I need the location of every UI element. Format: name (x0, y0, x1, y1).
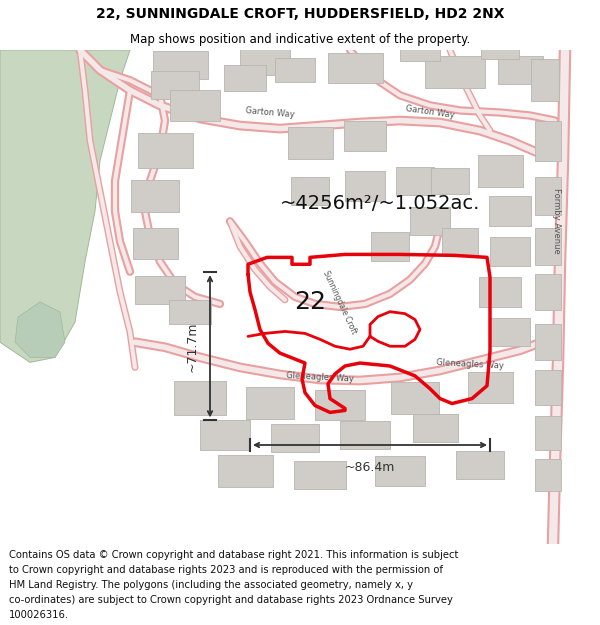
Bar (442, 228, 478, 254)
Text: Sunningdale Croft: Sunningdale Croft (322, 269, 359, 335)
Bar (391, 381, 439, 414)
Bar (535, 371, 561, 405)
Bar (431, 168, 469, 194)
Bar (375, 456, 425, 486)
Text: Formby Avenue: Formby Avenue (553, 188, 562, 254)
Bar (240, 49, 290, 74)
Bar (137, 133, 193, 168)
Polygon shape (0, 50, 130, 362)
Bar (170, 90, 220, 121)
Text: Contains OS data © Crown copyright and database right 2021. This information is : Contains OS data © Crown copyright and d… (9, 550, 458, 560)
Bar (328, 53, 383, 83)
Text: Gleneagles Way: Gleneagles Way (436, 358, 504, 371)
Text: ~4256m²/~1.052ac.: ~4256m²/~1.052ac. (280, 194, 480, 213)
Bar (497, 56, 542, 84)
Text: ~86.4m: ~86.4m (345, 461, 395, 474)
Text: 100026316.: 100026316. (9, 611, 69, 621)
Bar (535, 228, 561, 264)
Bar (456, 451, 504, 479)
Text: ~71.7m: ~71.7m (185, 321, 199, 371)
Bar (410, 208, 450, 236)
Bar (490, 238, 530, 266)
Bar (315, 389, 365, 420)
Bar (371, 232, 409, 261)
Bar (291, 177, 329, 205)
Bar (535, 416, 561, 450)
Bar (535, 324, 561, 361)
Text: Garton Way: Garton Way (245, 106, 295, 119)
Bar (425, 56, 485, 88)
Bar (413, 414, 458, 442)
Bar (396, 167, 434, 195)
Bar (174, 381, 226, 415)
Bar (340, 421, 390, 449)
Text: to Crown copyright and database rights 2023 and is reproduced with the permissio: to Crown copyright and database rights 2… (9, 565, 443, 575)
Bar (271, 424, 319, 452)
Bar (151, 71, 199, 99)
Bar (478, 155, 523, 187)
Text: 22, SUNNINGDALE CROFT, HUDDERSFIELD, HD2 2NX: 22, SUNNINGDALE CROFT, HUDDERSFIELD, HD2… (96, 7, 504, 21)
Text: Garton Way: Garton Way (405, 104, 455, 121)
Bar (275, 58, 315, 82)
Bar (133, 228, 178, 259)
Bar (287, 127, 332, 159)
Bar (490, 318, 530, 346)
Bar (344, 121, 386, 151)
Bar (489, 196, 531, 226)
Bar (535, 274, 561, 310)
Bar (218, 455, 272, 488)
Bar (224, 65, 266, 91)
Bar (481, 41, 519, 59)
Bar (246, 386, 294, 419)
Text: Gleneagles Way: Gleneagles Way (286, 371, 354, 384)
Bar (131, 180, 179, 213)
Bar (200, 420, 250, 450)
Bar (535, 121, 561, 161)
Text: 22: 22 (294, 290, 326, 314)
Bar (535, 459, 561, 491)
Bar (467, 372, 512, 402)
Text: Map shows position and indicative extent of the property.: Map shows position and indicative extent… (130, 32, 470, 46)
Polygon shape (15, 302, 65, 358)
Bar (531, 59, 559, 101)
Bar (400, 43, 440, 61)
Text: HM Land Registry. The polygons (including the associated geometry, namely x, y: HM Land Registry. The polygons (includin… (9, 580, 413, 590)
Bar (345, 171, 385, 201)
Bar (135, 276, 185, 304)
Bar (294, 461, 346, 489)
Bar (169, 300, 211, 324)
Bar (535, 177, 561, 215)
Bar (152, 51, 208, 79)
Text: co-ordinates) are subject to Crown copyright and database rights 2023 Ordnance S: co-ordinates) are subject to Crown copyr… (9, 596, 453, 606)
Bar (479, 277, 521, 307)
